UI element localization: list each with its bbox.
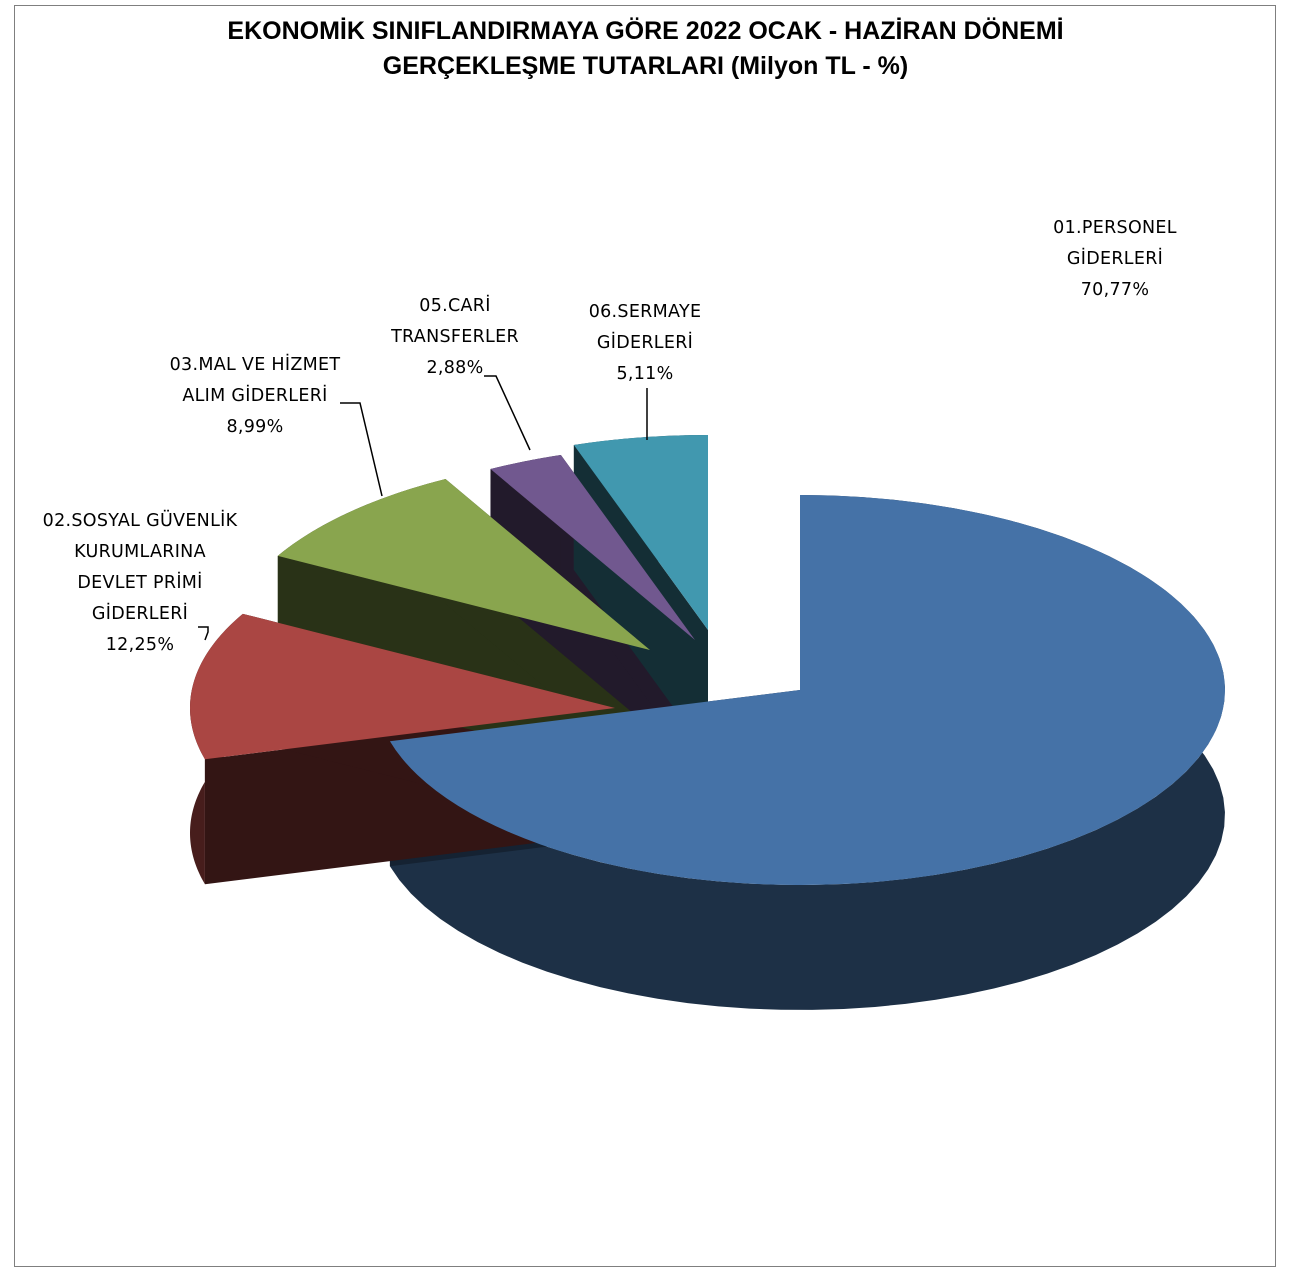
label-sgk-line-3: DEVLET PRİMİ [77, 573, 203, 593]
label-cari: 05.CARİ TRANSFERLER 2,88% [355, 291, 555, 384]
pie-slice-sgk [190, 613, 615, 760]
leader-line-cari [484, 375, 531, 451]
label-mal-hizmet-percent: 8,99% [226, 417, 284, 437]
pie-slice-cari [490, 454, 695, 640]
label-sermaye: 06.SERMAYE GİDERLERİ 5,11% [545, 297, 745, 390]
label-mal-hizmet-line-1: 03.MAL VE HİZMET [169, 355, 341, 375]
label-sgk-line-1: 02.SOSYAL GÜVENLİK [42, 511, 238, 531]
pie-slice-mal_hizmet [277, 479, 650, 650]
pie-slice-sermaye [573, 435, 708, 630]
label-sermaye-line-1: 06.SERMAYE [588, 302, 702, 322]
label-personel: 01.PERSONEL GİDERLERİ 70,77% [1000, 213, 1230, 306]
label-sermaye-line-2: GİDERLERİ [596, 333, 694, 353]
chart-title: EKONOMİK SINIFLANDIRMAYA GÖRE 2022 OCAK … [0, 14, 1291, 84]
label-cari-percent: 2,88% [426, 358, 484, 378]
label-sgk-line-4: GİDERLERİ [91, 604, 189, 624]
pie-leader-lines [198, 375, 648, 641]
pie-slice-wall-mal_hizmet-0 [277, 555, 650, 775]
pie-slice-personel [389, 495, 1225, 885]
label-mal-hizmet-line-2: ALIM GİDERLERİ [182, 386, 328, 406]
label-cari-line-2: TRANSFERLER [391, 327, 519, 347]
label-mal-hizmet: 03.MAL VE HİZMET ALIM GİDERLERİ 8,99% [130, 350, 380, 443]
leader-line-mal_hizmet [340, 402, 383, 497]
label-personel-percent: 70,77% [1080, 280, 1150, 300]
chart-title-line-1: EKONOMİK SINIFLANDIRMAYA GÖRE 2022 OCAK … [227, 17, 1064, 45]
label-cari-line-1: 05.CARİ [419, 296, 491, 316]
leader-line-sgk [198, 626, 209, 641]
label-sgk: 02.SOSYAL GÜVENLİK KURUMLARINA DEVLET PR… [10, 506, 270, 661]
label-sgk-line-2: KURUMLARINA [74, 542, 206, 562]
label-sermaye-percent: 5,11% [616, 364, 674, 384]
label-personel-line-1: 01.PERSONEL [1053, 218, 1177, 238]
label-personel-line-2: GİDERLERİ [1066, 249, 1164, 269]
label-sgk-percent: 12,25% [105, 635, 175, 655]
chart-title-line-2: GERÇEKLEŞME TUTARLARI (Milyon TL - %) [382, 52, 909, 80]
pie-faces [190, 435, 1225, 885]
